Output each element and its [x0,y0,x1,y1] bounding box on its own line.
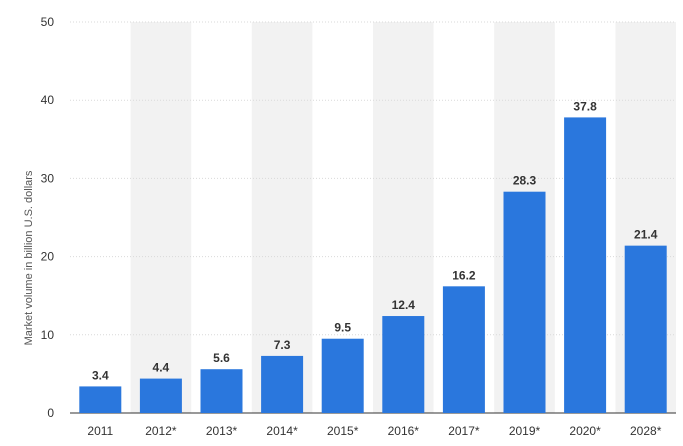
data-label-2013*: 5.6 [213,351,230,365]
y-tick-label: 10 [41,328,55,342]
x-tick-label: 2019* [509,424,541,438]
y-tick-label: 40 [41,93,55,107]
data-label-2020*: 37.8 [573,99,597,113]
bars [79,117,667,414]
data-label-2011: 3.4 [92,368,109,382]
bar-2012* [139,378,182,413]
x-tick-label: 2016* [388,424,420,438]
y-tick-label: 0 [47,406,54,420]
bar-2028* [624,245,667,413]
y-tick-label: 50 [41,15,55,29]
data-label-2014*: 7.3 [274,338,291,352]
x-tick-label: 2015* [327,424,359,438]
band-3 [251,22,313,413]
bar-2020* [564,117,607,414]
y-tick-label: 30 [41,171,55,185]
data-labels: 3.4 4.4 5.6 7.3 9.5 12.4 16.2 28.3 37.8 21.4 [92,99,658,382]
data-label-2028*: 21.4 [634,228,658,242]
bar-2011 [79,386,122,413]
data-label-2015*: 9.5 [334,321,351,335]
data-label-2016*: 12.4 [392,298,416,312]
x-axis-ticks: 2011 2012* 2013* 2014* 2015* 2016* 2017* 2019* 2… [87,424,661,438]
x-tick-label: 2020* [569,424,601,438]
bar-2015* [321,338,364,413]
data-label-2017*: 16.2 [452,268,476,282]
bar-2014* [261,355,304,413]
y-axis-ticks: 0 10 20 30 40 50 [41,15,55,420]
x-tick-label: 2012* [145,424,177,438]
y-axis-title: Market volume in billion U.S. dollars [23,170,35,345]
data-label-2012*: 4.4 [153,361,170,375]
x-tick-label: 2028* [630,424,662,438]
x-tick-label: 2014* [266,424,298,438]
bar-2017* [442,286,485,413]
x-tick-label: 2013* [206,424,238,438]
data-label-2019*: 28.3 [513,174,537,188]
x-tick-label: 2011 [87,424,113,438]
bar-2019* [503,191,546,413]
bar-2016* [382,316,425,413]
y-tick-label: 20 [41,250,55,264]
band-1 [130,22,192,413]
x-tick-label: 2017* [448,424,480,438]
bar-2013* [200,369,243,413]
